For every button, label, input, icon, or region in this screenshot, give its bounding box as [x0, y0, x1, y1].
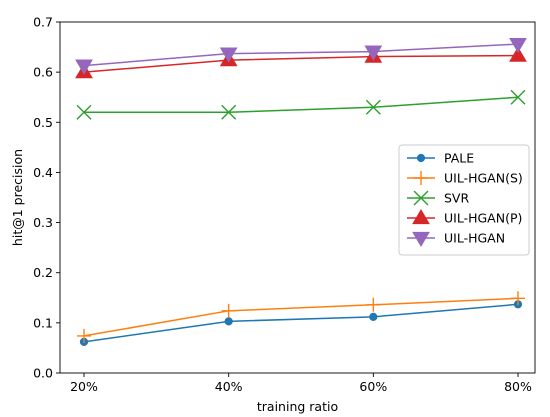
series-1: [77, 291, 525, 343]
x-axis-label: training ratio: [257, 399, 338, 414]
y-tick-label: 0.3: [33, 215, 53, 230]
x-tick-label: 20%: [70, 379, 98, 394]
data-point: [221, 104, 237, 120]
legend-entry: UIL-HGAN(S): [407, 171, 523, 186]
series-line: [83, 43, 519, 67]
y-tick-label: 0.0: [33, 366, 53, 381]
data-point: [509, 37, 527, 54]
legend-label: UIL-HGAN(P): [444, 211, 522, 226]
y-tick-label: 0.1: [33, 315, 53, 330]
data-point: [510, 89, 526, 105]
series-2: [76, 89, 526, 120]
legend-label: UIL-HGAN(S): [444, 171, 523, 186]
legend-marker: [412, 209, 430, 225]
data-point: [75, 59, 93, 75]
legend-label: PALE: [444, 151, 474, 166]
legend: PALE UIL-HGAN(S) SVR UIL-HGAN(P) UIL-HGAN: [398, 144, 530, 256]
plot-area: [75, 37, 527, 347]
data-point: [364, 45, 383, 61]
y-tick-label: 0.4: [33, 165, 53, 180]
series-line: [83, 54, 519, 73]
series-4: [75, 37, 527, 75]
data-point: [224, 317, 233, 326]
legend-marker: [412, 231, 430, 247]
y-tick-label: 0.6: [33, 65, 53, 80]
legend-entry: UIL-HGAN: [407, 231, 505, 247]
x-tick-label: 40%: [215, 379, 243, 394]
data-point: [219, 47, 238, 63]
legend-label: UIL-HGAN: [444, 231, 505, 246]
y-tick-label: 0.7: [33, 15, 53, 30]
data-point: [366, 297, 381, 312]
x-tick-label: 80%: [504, 379, 532, 394]
data-point: [509, 46, 527, 62]
legend-entry: SVR: [407, 191, 469, 206]
series-line: [83, 297, 519, 337]
data-point: [369, 312, 378, 321]
data-point: [221, 303, 236, 318]
y-tick-label: 0.2: [33, 265, 53, 280]
data-point: [77, 328, 91, 343]
series-line: [84, 96, 519, 114]
series-line: [83, 303, 519, 343]
legend-marker: [413, 190, 429, 206]
data-point: [76, 104, 92, 120]
legend-entry: PALE: [407, 151, 474, 166]
data-point: [365, 99, 381, 115]
legend-box: [398, 144, 530, 256]
x-tick-label: 60%: [359, 379, 387, 394]
legend-label: SVR: [444, 191, 469, 206]
y-tick-label: 0.5: [33, 115, 53, 130]
axes: 20% 40% 60% 80% 0.0 0.1 0.2 0.3 0.4 0.5 0.6 0.7: [33, 15, 536, 394]
y-axis-label: hit@1 precision: [10, 149, 25, 246]
legend-marker: [416, 153, 426, 163]
legend-marker: [414, 171, 428, 185]
legend-entry: UIL-HGAN(P): [407, 209, 522, 226]
plot-frame: [59, 21, 536, 374]
data-point: [511, 291, 525, 306]
